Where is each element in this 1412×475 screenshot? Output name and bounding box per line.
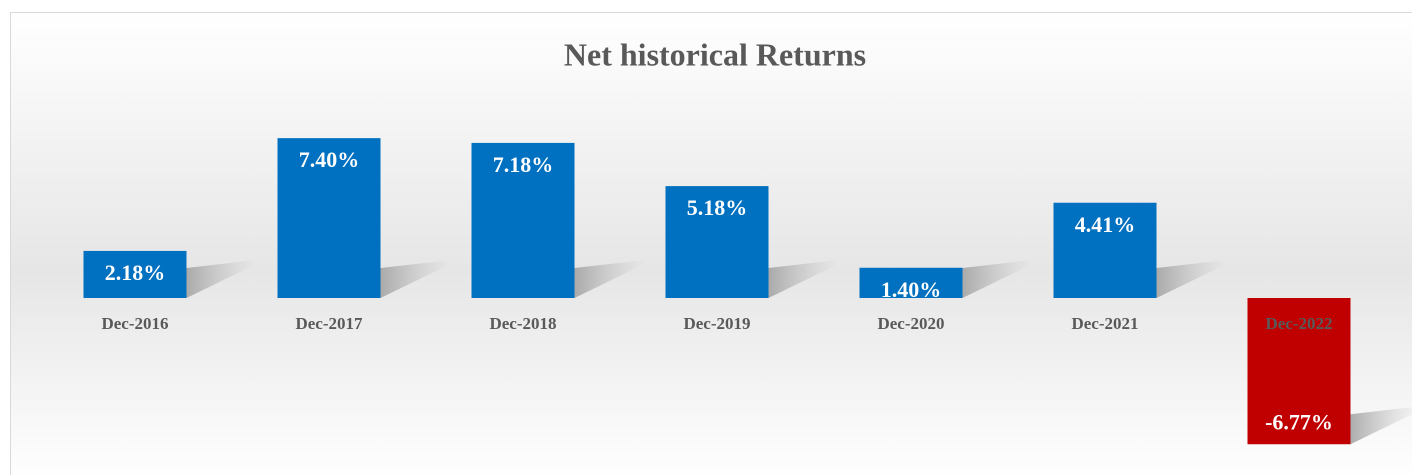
x-tick-label: Dec-2020 — [877, 314, 944, 333]
bar-shadow — [574, 260, 645, 298]
x-tick-label: Dec-2018 — [489, 314, 556, 333]
bar-shadow — [768, 260, 839, 298]
data-label: -6.77% — [1265, 409, 1333, 434]
x-tick-label: Dec-2016 — [101, 314, 168, 333]
x-tick-label: Dec-2022 — [1265, 314, 1332, 333]
bar — [1247, 298, 1351, 445]
bar — [83, 250, 187, 298]
bar-shadow — [962, 260, 1033, 298]
bar — [859, 267, 963, 298]
x-tick-label: Dec-2019 — [683, 314, 750, 333]
bar — [665, 186, 769, 298]
data-label: 7.18% — [493, 152, 554, 177]
data-label: 1.40% — [881, 277, 942, 302]
data-label: 4.41% — [1075, 212, 1136, 237]
data-label: 7.40% — [299, 147, 360, 172]
bar-shadow — [1156, 260, 1227, 298]
bar-shadow — [380, 260, 451, 298]
chart-title: Net historical Returns — [564, 36, 866, 72]
bar-shadow — [1350, 407, 1412, 445]
bar — [277, 138, 381, 298]
bar — [471, 142, 575, 298]
bar — [1053, 202, 1157, 298]
data-label: 2.18% — [105, 260, 166, 285]
data-label: 5.18% — [687, 195, 748, 220]
x-tick-label: Dec-2021 — [1071, 314, 1138, 333]
bar-shadow — [186, 260, 257, 298]
x-tick-label: Dec-2017 — [295, 314, 363, 333]
